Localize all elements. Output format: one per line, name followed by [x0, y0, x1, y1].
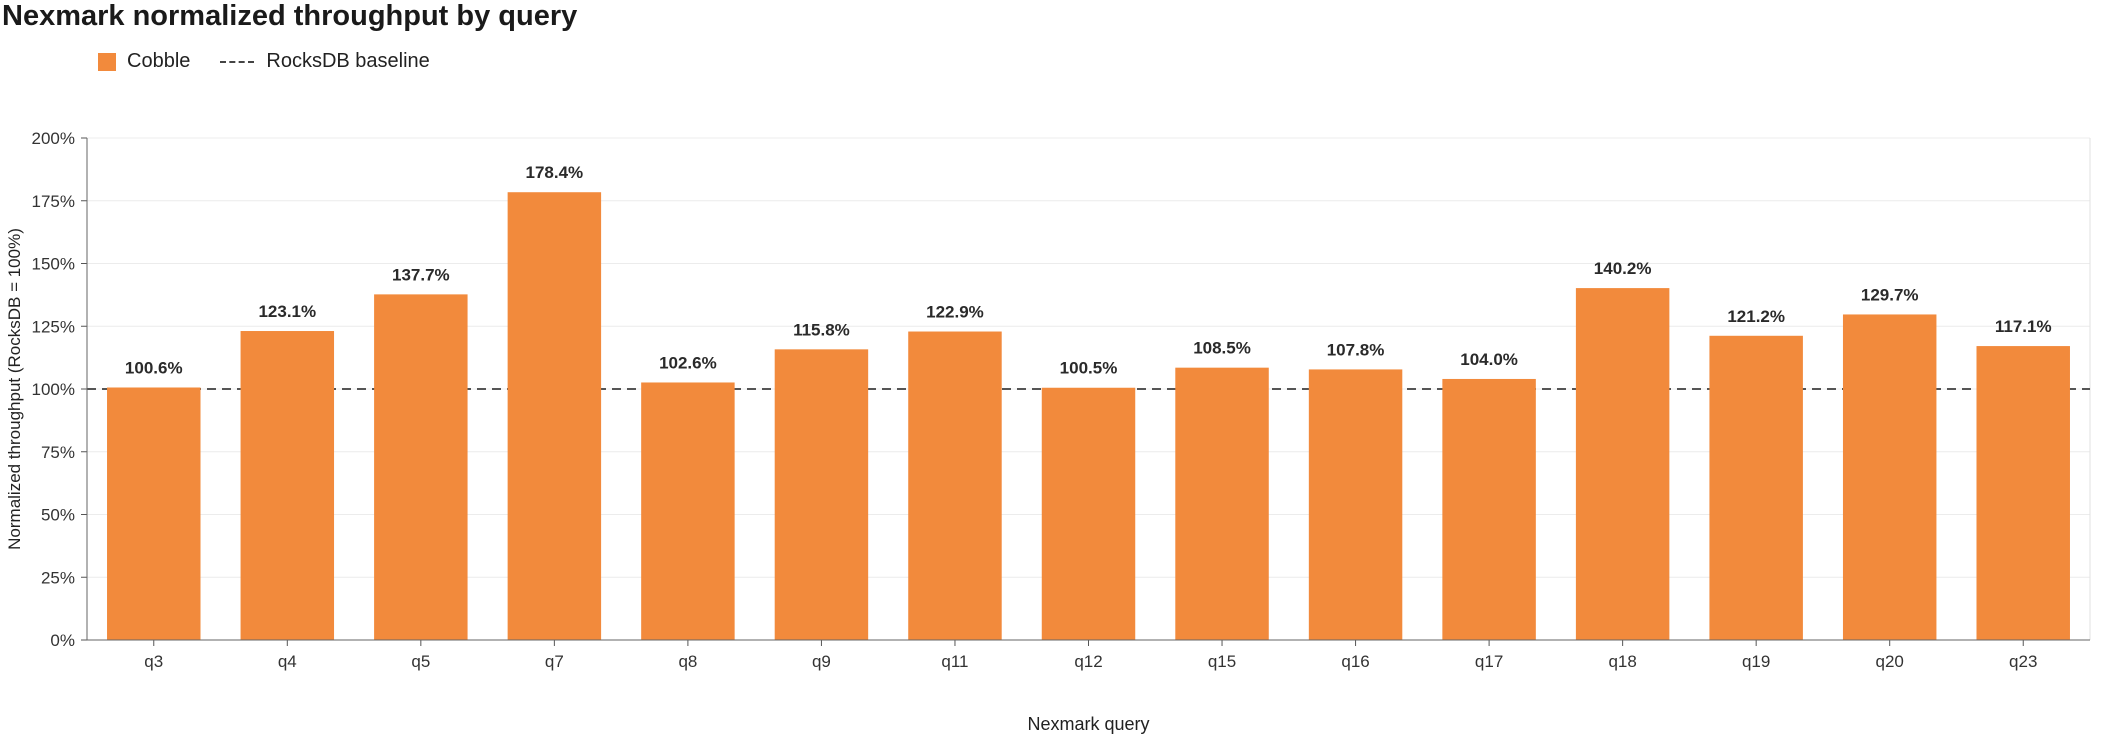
- x-tick-label: q19: [1742, 652, 1770, 671]
- x-tick-label: q18: [1608, 652, 1636, 671]
- x-tick-label: q11: [941, 652, 968, 671]
- legend: Cobble RocksDB baseline: [98, 50, 430, 73]
- x-axis-title: Nexmark query: [1027, 714, 1149, 734]
- bar-q8: [641, 382, 735, 640]
- y-axis-title: Normalized throughput (RocksDB = 100%): [5, 228, 24, 550]
- y-tick-label: 200%: [32, 129, 75, 148]
- bars: [107, 192, 2070, 640]
- bar-value-label: 108.5%: [1193, 339, 1251, 358]
- y-tick-label: 100%: [32, 380, 75, 399]
- y-tick-label: 0%: [50, 631, 75, 650]
- bar-value-label: 100.6%: [125, 358, 183, 377]
- legend-label-baseline: RocksDB baseline: [266, 50, 430, 72]
- bar-q19: [1709, 335, 1803, 640]
- y-tick-label: 50%: [41, 506, 75, 525]
- bar-q3: [107, 387, 201, 640]
- bar-value-label: 122.9%: [926, 303, 984, 322]
- bar-value-label: 129.7%: [1861, 285, 1919, 304]
- bar-q16: [1308, 369, 1403, 640]
- bar-value-label: 123.1%: [258, 302, 316, 321]
- bar-q4: [240, 331, 335, 640]
- bar-value-label: 115.8%: [793, 320, 850, 339]
- x-tick-label: q12: [1074, 652, 1102, 671]
- legend-swatch-cobble: [98, 52, 116, 71]
- x-tick-label: q4: [278, 652, 297, 671]
- y-tick-label: 25%: [41, 568, 75, 587]
- x-tick-label: q9: [812, 652, 831, 671]
- x-tick-label: q7: [545, 652, 564, 671]
- axes: 0% 25% 50% 75% 100% 125% 150% 175% 200% q3 q4 q5 q7 q…: [5, 129, 2090, 734]
- bar-q17: [1442, 378, 1536, 640]
- x-tick-label: q3: [144, 652, 163, 671]
- bar-value-label: 100.5%: [1060, 359, 1118, 378]
- y-tick-label: 175%: [32, 192, 75, 211]
- bar-q18: [1575, 288, 1670, 640]
- x-tick-label: q17: [1475, 652, 1503, 671]
- bar-value-label: 140.2%: [1594, 259, 1652, 278]
- bar-q5: [374, 294, 468, 640]
- labels: 100.6% 123.1% 137.7% 178.4% 102.6% 115.8% 122.…: [125, 163, 2052, 378]
- bar-q20: [1842, 314, 1937, 640]
- bar-q15: [1175, 367, 1269, 640]
- bar-q23: [1976, 346, 2070, 640]
- x-tick-label: q8: [678, 652, 697, 671]
- legend-dash-baseline: [220, 60, 255, 63]
- bar-value-label: 121.2%: [1727, 307, 1785, 326]
- bar-q12: [1041, 387, 1136, 640]
- x-tick-label: q5: [411, 652, 430, 671]
- bar-value-label: 102.6%: [659, 353, 717, 372]
- x-tick-label: q20: [1876, 652, 1904, 671]
- bar-value-label: 137.7%: [392, 265, 450, 284]
- x-tick-label: q16: [1341, 652, 1369, 671]
- y-tick-label: 125%: [32, 317, 75, 336]
- bar-q11: [908, 331, 1002, 640]
- chart-title: Nexmark normalized throughput by query: [2, 0, 578, 32]
- bar-q7: [507, 192, 602, 640]
- legend-label-cobble: Cobble: [127, 50, 191, 72]
- bar-value-label: 104.0%: [1460, 350, 1518, 369]
- y-tick-label: 150%: [32, 255, 75, 274]
- bar-q9: [774, 349, 869, 640]
- bar-value-label: 178.4%: [526, 163, 584, 182]
- bar-value-label: 107.8%: [1327, 340, 1385, 359]
- x-tick-label: q23: [2009, 652, 2037, 671]
- x-tick-label: q15: [1208, 652, 1236, 671]
- y-tick-label: 75%: [41, 443, 75, 462]
- bar-value-label: 117.1%: [1995, 317, 2052, 336]
